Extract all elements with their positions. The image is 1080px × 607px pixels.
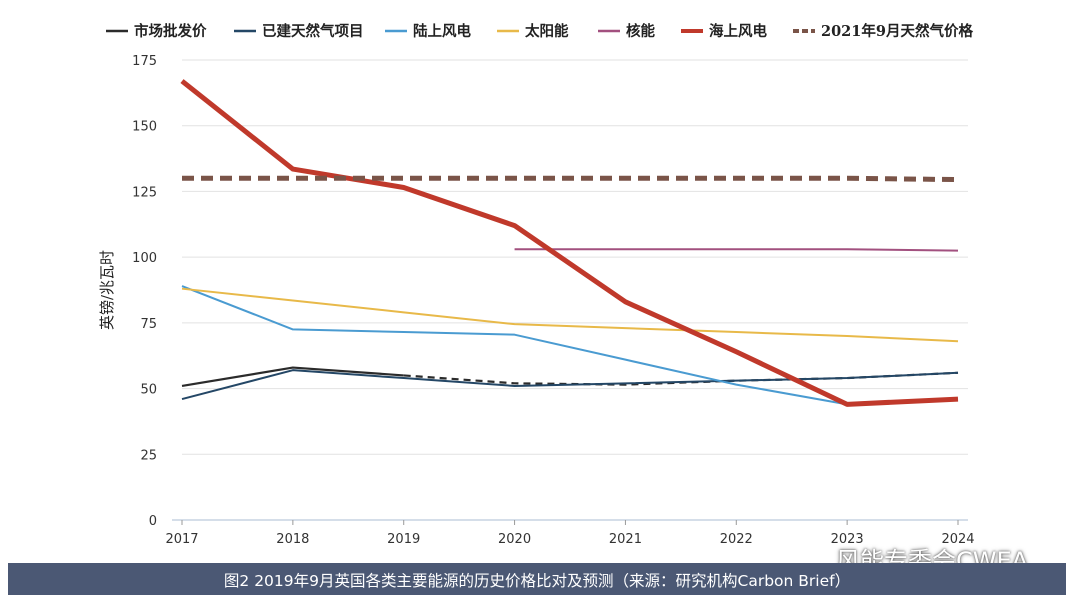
x-tick-label: 2023 (831, 532, 864, 547)
y-tick-label: 175 (132, 54, 157, 69)
y-tick-label: 150 (132, 120, 157, 135)
legend-item: 海上风电 (681, 22, 767, 40)
series-line (181, 366, 404, 388)
x-tick-label: 2017 (165, 532, 198, 547)
series-line (181, 369, 959, 401)
legend-item: 2021年9月天然气价格 (793, 22, 973, 40)
series-line (181, 285, 959, 406)
legend-label: 已建天然气项目 (262, 22, 364, 40)
y-tick-label: 75 (140, 317, 157, 332)
y-tick-label: 50 (140, 383, 157, 398)
legend-label: 陆上风电 (413, 22, 471, 40)
series-line (182, 175, 959, 183)
legend-item: 陆上风电 (385, 22, 471, 40)
legend-label: 太阳能 (525, 22, 569, 40)
legend-item: 太阳能 (497, 22, 569, 40)
x-tick-label: 2024 (941, 532, 974, 547)
series-line (180, 79, 959, 407)
x-tick-label: 2019 (387, 532, 420, 547)
caption-bar: 图2 2019年9月英国各类主要能源的历史价格比对及预测（来源：研究机构Carb… (8, 563, 1066, 595)
y-tick-label: 100 (132, 251, 157, 266)
legend-item: 市场批发价 (106, 22, 207, 40)
y-tick-label: 125 (132, 185, 157, 200)
legend-label: 海上风电 (709, 22, 767, 40)
y-tick-label: 0 (149, 514, 157, 529)
x-tick-label: 2018 (276, 532, 309, 547)
y-axis-label: 英镑/兆瓦时 (98, 250, 116, 330)
legend-label: 核能 (626, 22, 655, 40)
series-line (514, 248, 959, 252)
legend-item: 已建天然气项目 (234, 22, 364, 40)
y-tick-label: 25 (140, 448, 157, 463)
legend-item: 核能 (598, 22, 655, 40)
figure-caption: 图2 2019年9月英国各类主要能源的历史价格比对及预测（来源：研究机构Carb… (223, 572, 851, 590)
legend-label: 市场批发价 (134, 22, 207, 40)
legend-label: 2021年9月天然气价格 (821, 22, 973, 40)
series-line (181, 287, 959, 343)
x-tick-label: 2022 (720, 532, 753, 547)
x-tick-label: 2021 (609, 532, 642, 547)
axes: 0 25 50 75 100 125 150 175 2017 2018 2019 2020 2021 2… (132, 54, 974, 547)
x-tick-label: 2020 (498, 532, 531, 547)
grid-lines (182, 59, 968, 455)
legend: 市场批发价 已建天然气项目 陆上风电 太阳能 核能 海上风电 2021年9月天然气价格 (106, 22, 973, 40)
series-lines (180, 79, 959, 407)
